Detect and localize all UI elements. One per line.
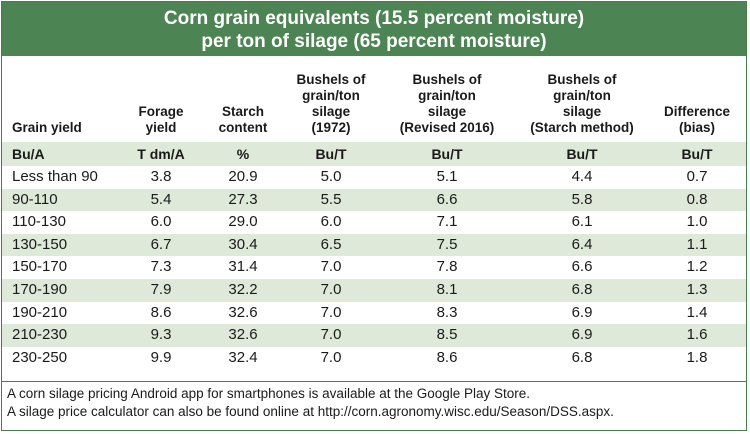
cell-forage-yield: 9.3 [150, 326, 172, 344]
cell-bushels-1972: 7.0 [320, 348, 342, 366]
table-title: Corn grain equivalents (15.5 percent moi… [2, 2, 746, 56]
cell-difference-bias: 0.8 [686, 190, 708, 208]
cell-bushels-1972: 7.0 [320, 280, 342, 298]
unit-bushels-1972: Bu/T [315, 146, 347, 162]
cell-bushels-starch-method: 4.4 [571, 168, 593, 185]
cell-bushels-1972: 5.5 [320, 190, 342, 208]
column-header-row: Grain yield Forage yield Starch content … [2, 56, 746, 142]
cell-grain-yield: 210-230 [12, 326, 68, 344]
cell-bushels-starch-method: 6.9 [571, 326, 593, 344]
footnote-android-app: A corn silage pricing Android app for sm… [7, 386, 531, 401]
header-bushels-1972: Bushels of grain/ton silage (1972) [296, 72, 366, 135]
cell-bushels-starch-method: 6.9 [571, 303, 593, 321]
table-row: 90-110 5.4 27.3 5.5 6.6 5.8 0.8 [2, 188, 746, 212]
cell-grain-yield: 190-210 [12, 303, 68, 321]
cell-bushels-1972: 6.5 [320, 235, 342, 253]
cell-bushels-starch-method: 6.8 [571, 348, 593, 366]
cell-difference-bias: 1.2 [686, 258, 708, 276]
cell-difference-bias: 1.8 [686, 348, 708, 366]
cell-forage-yield: 7.3 [150, 258, 172, 276]
cell-grain-yield: 170-190 [12, 280, 68, 298]
unit-bushels-starch-method: Bu/T [566, 146, 598, 162]
cell-bushels-1972: 5.0 [320, 168, 342, 185]
header-bushels-starch-method: Bushels of grain/ton silage (Starch meth… [530, 72, 634, 135]
cell-forage-yield: 6.7 [150, 235, 172, 253]
cell-starch-content: 32.2 [228, 280, 258, 298]
cell-bushels-revised-2016: 8.6 [436, 348, 458, 366]
table-row: 230-250 9.9 32.4 7.0 8.6 6.8 1.8 [2, 347, 746, 370]
cell-bushels-revised-2016: 5.1 [436, 168, 458, 185]
cell-difference-bias: 1.3 [686, 280, 708, 298]
table-row: 130-150 6.7 30.4 6.5 7.5 6.4 1.1 [2, 233, 746, 257]
cell-bushels-1972: 6.0 [320, 213, 342, 231]
table-row: 210-230 9.3 32.6 7.0 8.5 6.9 1.6 [2, 324, 746, 347]
units-row: Bu/A T dm/A % Bu/T Bu/T Bu/T Bu/T [2, 142, 746, 166]
header-bushels-revised-2016: Bushels of grain/ton silage (Revised 201… [399, 72, 495, 135]
cell-bushels-starch-method: 5.8 [571, 190, 593, 208]
unit-starch-content: % [236, 146, 250, 162]
cell-bushels-starch-method: 6.1 [571, 213, 593, 231]
cell-forage-yield: 7.9 [150, 280, 172, 298]
footnote-price-calculator: A silage price calculator can also be fo… [7, 404, 614, 419]
cell-difference-bias: 1.6 [686, 326, 708, 344]
cell-difference-bias: 0.7 [686, 168, 708, 185]
cell-starch-content: 32.4 [228, 348, 258, 366]
header-starch-content: Starch content [218, 104, 268, 135]
table-body: Less than 90 3.8 20.9 5.0 5.1 4.4 0.7 90… [2, 166, 746, 369]
table-row: 150-170 7.3 31.4 7.0 7.8 6.6 1.2 [2, 256, 746, 279]
table-row: 110-130 6.0 29.0 6.0 7.1 6.1 1.0 [2, 211, 746, 234]
cell-grain-yield: 150-170 [12, 258, 68, 276]
cell-bushels-revised-2016: 7.1 [436, 213, 458, 231]
cell-bushels-revised-2016: 8.5 [436, 326, 458, 344]
cell-forage-yield: 3.8 [150, 168, 172, 185]
table-row: 190-210 8.6 32.6 7.0 8.3 6.9 1.4 [2, 302, 746, 325]
header-grain-yield: Grain yield [12, 120, 82, 135]
cell-bushels-starch-method: 6.6 [571, 258, 593, 276]
cell-bushels-revised-2016: 8.3 [436, 303, 458, 321]
cell-bushels-revised-2016: 8.1 [436, 280, 458, 298]
cell-bushels-starch-method: 6.8 [571, 280, 593, 298]
cell-bushels-revised-2016: 6.6 [436, 190, 458, 208]
cell-difference-bias: 1.4 [686, 303, 708, 321]
cell-forage-yield: 5.4 [150, 190, 172, 208]
cell-bushels-starch-method: 6.4 [571, 235, 593, 253]
cell-starch-content: 30.4 [228, 235, 258, 253]
cell-starch-content: 29.0 [228, 213, 258, 231]
header-difference-bias: Difference (bias) [663, 104, 731, 135]
unit-grain-yield: Bu/A [12, 146, 45, 162]
cell-forage-yield: 9.9 [150, 348, 172, 366]
cell-starch-content: 31.4 [228, 258, 258, 276]
cell-starch-content: 20.9 [228, 168, 258, 185]
cell-difference-bias: 1.0 [686, 213, 708, 231]
cell-forage-yield: 6.0 [150, 213, 172, 231]
unit-bushels-revised-2016: Bu/T [431, 146, 463, 162]
cell-starch-content: 32.6 [228, 326, 258, 344]
cell-bushels-1972: 7.0 [320, 303, 342, 321]
unit-forage-yield: T dm/A [137, 146, 185, 162]
cell-starch-content: 32.6 [228, 303, 258, 321]
cell-grain-yield: 110-130 [12, 213, 66, 231]
table-row: 170-190 7.9 32.2 7.0 8.1 6.8 1.3 [2, 278, 746, 302]
cell-bushels-1972: 7.0 [320, 258, 342, 276]
cell-starch-content: 27.3 [228, 190, 258, 208]
cell-bushels-revised-2016: 7.8 [436, 258, 458, 276]
cell-forage-yield: 8.6 [150, 303, 172, 321]
cell-bushels-revised-2016: 7.5 [436, 235, 458, 253]
table-footnotes: A corn silage pricing Android app for sm… [2, 381, 746, 431]
unit-difference-bias: Bu/T [681, 146, 713, 162]
header-forage-yield: Forage yield [138, 104, 184, 135]
table-title-line2: per ton of silage (65 percent moisture) [201, 31, 547, 52]
cell-grain-yield: 230-250 [12, 348, 68, 366]
cell-bushels-1972: 7.0 [320, 326, 342, 344]
cell-grain-yield: 130-150 [12, 235, 68, 253]
table-row: Less than 90 3.8 20.9 5.0 5.1 4.4 0.7 [2, 166, 746, 189]
table-title-line1: Corn grain equivalents (15.5 percent moi… [163, 8, 585, 29]
cell-grain-yield: Less than 90 [12, 168, 98, 185]
cell-difference-bias: 1.1 [686, 235, 708, 253]
cell-grain-yield: 90-110 [12, 190, 58, 208]
